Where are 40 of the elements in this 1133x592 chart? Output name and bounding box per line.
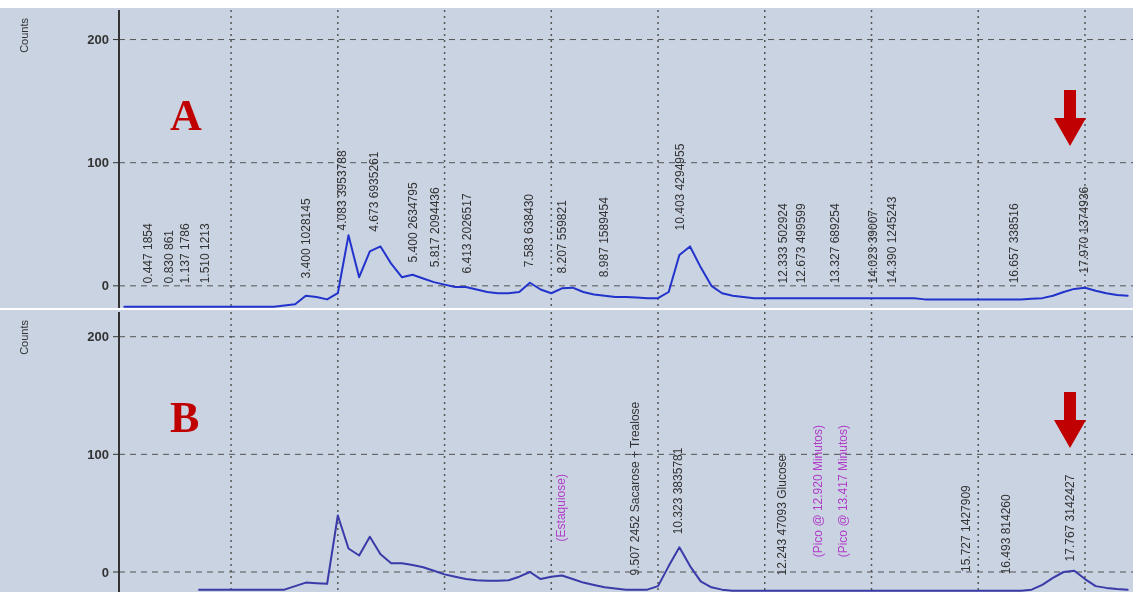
annotation: 12.333 502924: [776, 202, 791, 284]
annotation: 7.583 638430: [522, 193, 537, 268]
annotation: 17.767 3142427: [1063, 474, 1078, 562]
annotation: 0.830 861: [161, 229, 176, 284]
annotation: 8.987 1589454: [596, 196, 611, 278]
annotation: 16.657 338516: [1006, 202, 1021, 284]
annotation: 14.390 1245243: [884, 196, 899, 284]
annotation: (Pico @ 13.417 Minutos): [835, 425, 850, 558]
annotation: 6.413 2026517: [460, 193, 475, 274]
annotation: 12.243 47093 Glucose: [775, 454, 790, 576]
y-tick-label: 200: [87, 32, 109, 48]
annotation: 0.447 1854: [141, 222, 156, 284]
y-tick-label: 100: [87, 155, 109, 171]
annotation: 10.403 4294955: [672, 143, 687, 231]
annotation: 17.970 1374936: [1077, 186, 1092, 274]
annotation: 1.510 1213: [198, 222, 213, 284]
annotation: 9.507 2452 Sacarose + Trealose: [627, 401, 642, 576]
annotation: 5.400 2634795: [405, 182, 420, 263]
annotation: 1.137 1786: [178, 222, 193, 284]
annotation: (Estaquiose): [554, 474, 569, 542]
annotation: 12.673 499599: [794, 202, 809, 284]
y-axis-title: Counts: [17, 17, 30, 53]
annotation: 8.207 559821: [555, 199, 570, 274]
annotation: 4.083 3953788: [335, 150, 350, 231]
y-tick-label: 200: [87, 329, 109, 345]
y-axis-title: Counts: [17, 319, 30, 355]
annotation: 5.817 2094436: [428, 186, 443, 268]
annotation: (Pico @ 12.920 Minutos): [811, 425, 826, 558]
annotation: 4.673 6935261: [367, 151, 382, 232]
annotation: 3.400 1028145: [298, 198, 313, 279]
annotation: 16.493 814260: [999, 493, 1014, 575]
annotation: 14.023 39007: [865, 209, 880, 284]
annotation: 13.327 689254: [828, 202, 843, 284]
annotation: 10.323 3835781: [671, 447, 686, 535]
y-tick-label: 0: [101, 278, 109, 294]
text: A: [170, 91, 202, 140]
y-tick-label: 0: [101, 564, 109, 580]
y-tick-label: 100: [87, 446, 109, 462]
annotation: 15.727 1427909: [958, 484, 973, 572]
text: B: [170, 393, 200, 442]
